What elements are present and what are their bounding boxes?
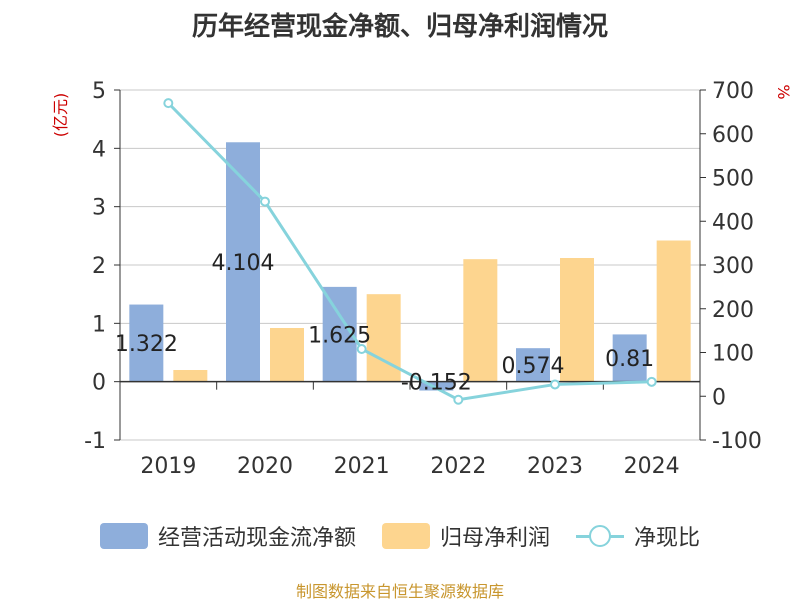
bar-profit: [270, 328, 304, 382]
right-tick-label: 300: [712, 254, 754, 279]
left-tick-label: 1: [92, 312, 106, 337]
bar-profit: [656, 240, 691, 382]
bar-profit: [463, 259, 498, 382]
legend-item-ratio[interactable]: 净现比: [576, 520, 700, 552]
ratio-point: [260, 196, 270, 207]
left-tick-label: 0: [92, 371, 106, 396]
bar-cash: [419, 381, 454, 391]
left-tick-label: 5: [92, 79, 106, 104]
ratio-point: [646, 376, 657, 387]
x-tick-label: 2019: [140, 454, 196, 479]
right-tick-label: 600: [712, 123, 754, 148]
data-label-cash: 1.322: [115, 332, 178, 357]
bar-cash: [129, 304, 164, 382]
right-tick-label: 700: [712, 79, 754, 104]
legend: 经营活动现金流净额 归母净利润 净现比: [0, 518, 800, 554]
bar-profit: [173, 370, 208, 382]
ratio-line: [167, 102, 652, 402]
right-tick-label: 0: [712, 385, 726, 410]
data-label-cash: 4.104: [212, 251, 275, 276]
bar-cash: [226, 142, 260, 382]
bar-cash: [612, 334, 647, 382]
data-label-cash: -0.152: [401, 371, 472, 396]
right-tick-label: 200: [712, 298, 754, 323]
right-axis-unit: %: [774, 84, 793, 99]
legend-item-profit[interactable]: 归母净利润: [381, 520, 550, 552]
legend-label-profit: 归母净利润: [439, 526, 550, 551]
bar-profit: [560, 258, 594, 382]
right-tick-label: 100: [712, 342, 754, 367]
x-tick-label: 2023: [527, 454, 583, 479]
data-label-cash: 1.625: [308, 323, 371, 348]
left-tick-label: 3: [92, 196, 106, 221]
chart-title: 历年经营现金净额、归母净利润情况: [191, 12, 608, 42]
legend-swatch-ratio: [576, 523, 624, 549]
x-tick-label: 2022: [430, 454, 486, 479]
legend-label-cash: 经营活动现金流净额: [157, 526, 356, 551]
x-tick-label: 2020: [237, 454, 293, 479]
ratio-point: [163, 98, 174, 109]
left-tick-label: -1: [84, 429, 106, 454]
ratio-point: [550, 379, 560, 390]
ratio-point: [356, 344, 367, 354]
ratio-point: [453, 394, 464, 405]
right-tick-label: -100: [712, 429, 762, 454]
right-tick-label: 500: [712, 167, 754, 192]
bar-cash: [516, 348, 550, 382]
data-label-cash: 0.81: [605, 347, 654, 372]
legend-item-cash[interactable]: 经营活动现金流净额: [99, 520, 356, 552]
legend-swatch-profit: [381, 523, 430, 549]
data-label-cash: 0.574: [502, 354, 565, 379]
x-tick-label: 2024: [624, 454, 680, 479]
legend-swatch-cash: [99, 523, 148, 549]
left-tick-label: 4: [92, 137, 106, 162]
left-axis-unit: (亿元): [51, 93, 70, 138]
bar-profit: [366, 294, 401, 382]
legend-label-ratio: 净现比: [634, 526, 701, 551]
x-tick-label: 2021: [334, 454, 390, 479]
right-tick-label: 400: [712, 210, 754, 235]
source-note: 制图数据来自恒生聚源数据库: [295, 582, 504, 601]
left-tick-label: 2: [92, 254, 106, 279]
